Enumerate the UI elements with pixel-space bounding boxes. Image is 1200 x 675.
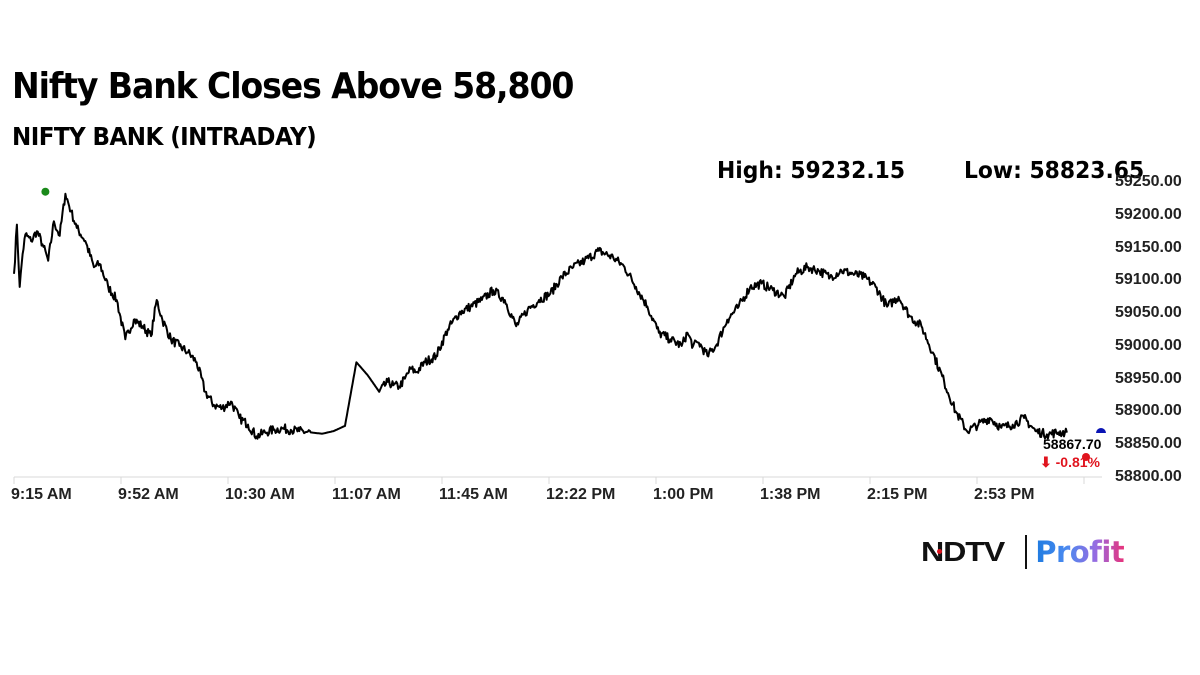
y-tick-label: 59100.00 <box>1115 271 1182 289</box>
y-tick-label: 59050.00 <box>1115 304 1182 322</box>
x-tick-label: 2:53 PM <box>974 486 1035 503</box>
chart-title: Nifty Bank Closes Above 58,800 <box>12 66 574 107</box>
low-marker <box>1082 453 1090 461</box>
x-tick-label: 1:38 PM <box>760 486 821 503</box>
chart-subtitle: NIFTY BANK (INTRADAY) <box>12 122 317 151</box>
change-percent-label: ⬇ -0.81% <box>1040 454 1100 470</box>
x-tick-label: 11:45 AM <box>439 486 508 503</box>
high-marker <box>41 187 50 196</box>
ndtv-red-dot-icon <box>937 549 942 554</box>
x-axis-ticks <box>13 477 1085 484</box>
high-value-label: High: 59232.15 <box>717 158 906 184</box>
y-tick-label: 58850.00 <box>1115 435 1182 453</box>
ndtv-logo-text: NDTV <box>921 536 1005 567</box>
y-tick-label: 58800.00 <box>1115 468 1182 485</box>
low-value-label: Low: 58823.65 <box>964 158 1145 184</box>
x-tick-label: 9:52 AM <box>118 486 179 503</box>
y-tick-label: 59250.00 <box>1115 173 1182 190</box>
x-tick-label: 12:22 PM <box>546 486 616 503</box>
y-tick-label: 58950.00 <box>1115 369 1182 387</box>
last-price-label: 58867.70 <box>1043 436 1102 452</box>
y-tick-label: 59000.00 <box>1115 336 1182 354</box>
x-tick-label: 9:15 AM <box>11 486 72 503</box>
x-tick-label: 2:15 PM <box>867 486 928 503</box>
x-tick-label: 10:30 AM <box>225 486 295 503</box>
x-tick-label: 11:07 AM <box>332 486 401 503</box>
y-tick-label: 59150.00 <box>1115 238 1182 256</box>
y-tick-label: 58900.00 <box>1115 402 1182 420</box>
x-tick-label: 1:00 PM <box>653 486 714 503</box>
logo-separator <box>1025 535 1028 569</box>
y-tick-label: 59200.00 <box>1115 205 1182 223</box>
last-price-marker <box>1096 428 1106 433</box>
price-line <box>13 192 1068 440</box>
ndtv-profit-logo: NDTV Profit <box>921 534 1125 570</box>
profit-logo-text: Profit <box>1035 535 1125 569</box>
